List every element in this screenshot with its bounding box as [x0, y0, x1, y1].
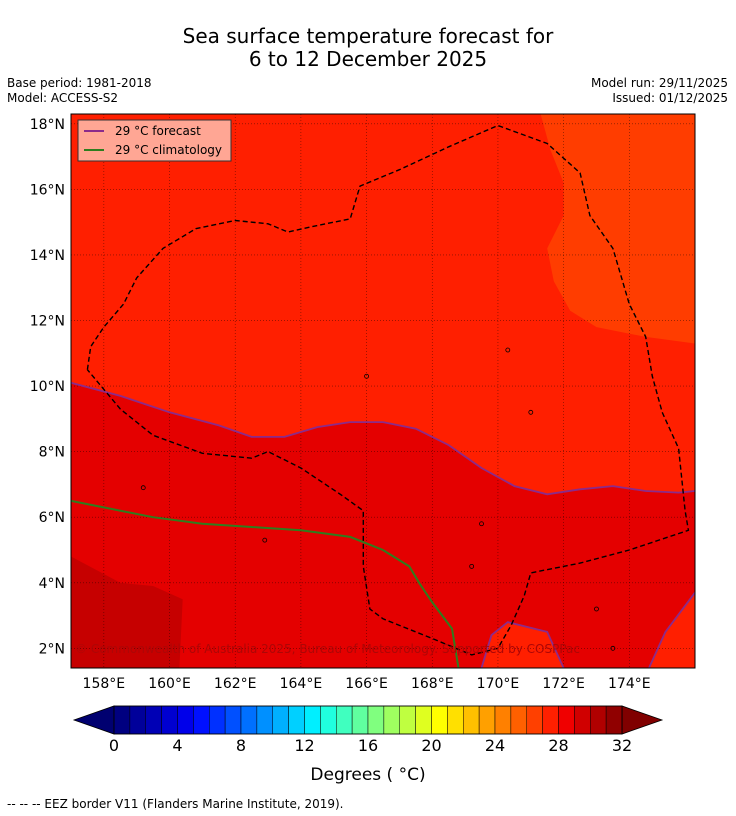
field-29-30-southeast: [649, 592, 695, 668]
eez-footnote: -- -- -- EEZ border V11 (Flanders Marine…: [7, 797, 344, 811]
island-marker: [469, 563, 475, 569]
island-marker: [479, 521, 484, 527]
x-tick-label: 174°E: [608, 676, 651, 692]
chart-title-line2: 6 to 12 December 2025: [248, 47, 488, 71]
colorbar-tick-label: 12: [294, 736, 314, 755]
colorbar-tick-label: 4: [172, 736, 182, 755]
colorbar-extend-high: [621, 705, 664, 735]
island-marker: [505, 347, 511, 353]
y-tick-label: 8°N: [39, 445, 65, 461]
base-period: Base period: 1981-2018: [7, 76, 152, 90]
colorbar-label: Degrees ( °C): [310, 765, 425, 785]
y-tick-label: 14°N: [30, 248, 65, 264]
colorbar-tick-label: 24: [485, 736, 505, 755]
colorbar-tick-label: 20: [421, 736, 441, 755]
colorbar-tick-label: 8: [236, 736, 246, 755]
colorbar-segment: [431, 705, 448, 735]
sst-map-chart: © Commonwealth of Australia 2025, Bureau…: [30, 113, 696, 785]
copyright-text: © Commonwealth of Australia 2025, Bureau…: [75, 642, 580, 656]
colorbar-segment: [463, 705, 480, 735]
colorbar: 0 4 8 12 16 20 24 28 32 Degrees ( °C): [72, 705, 664, 785]
map-fields: © Commonwealth of Australia 2025, Bureau…: [71, 114, 695, 668]
colorbar-segment: [240, 705, 258, 735]
forecast-29c-contour-south: [480, 621, 565, 668]
colorbar-segment: [351, 705, 369, 735]
colorbar-tick-label: 0: [109, 736, 119, 755]
legend-background: [77, 119, 232, 162]
island-marker: [364, 373, 369, 379]
island-marker: [262, 537, 268, 543]
legend-label: 29 °C forecast: [115, 124, 201, 138]
colorbar-segment: [494, 705, 512, 735]
forecast-29c-contour: [71, 381, 695, 496]
y-tick-label: 16°N: [30, 182, 65, 198]
island-marker: [610, 645, 616, 651]
meta-right: Model run: 29/11/2025 Issued: 01/12/2025: [591, 76, 728, 106]
colorbar-segment: [558, 705, 575, 735]
colorbar-segment: [526, 705, 543, 735]
colorbar-frame: [113, 705, 623, 735]
island-marker: [594, 606, 599, 612]
colorbar-segment: [288, 705, 305, 735]
forecast-29c-contour-southeast: [648, 592, 695, 668]
colorbar-segment: [510, 705, 527, 735]
colorbar-segment: [399, 705, 416, 735]
colorbar-segment: [177, 705, 194, 735]
x-tick-label: 168°E: [411, 676, 454, 692]
colorbar-segment: [161, 705, 178, 735]
model-run: Model run: 29/11/2025: [590, 76, 728, 90]
plot-frame: [70, 113, 696, 669]
colorbar-tick-label: 16: [358, 736, 378, 755]
y-tick-label: 4°N: [39, 576, 65, 592]
legend-box: 29 °C forecast 29 °C climatology: [77, 119, 232, 162]
colorbar-segment: [209, 705, 226, 735]
colorbar-segment: [447, 705, 464, 735]
colorbar-segment: [478, 705, 496, 735]
island-marker: [528, 409, 534, 415]
colorbar-segment: [129, 705, 146, 735]
colorbar-segment: [224, 705, 242, 735]
x-tick-label: 160°E: [148, 676, 191, 692]
colorbar-segment: [590, 705, 607, 735]
issued-date: Issued: 01/12/2025: [612, 91, 728, 105]
y-tick-label: 18°N: [30, 117, 65, 133]
x-tick-label: 162°E: [214, 676, 257, 692]
x-tick-label: 172°E: [542, 676, 585, 692]
colorbar-segment: [605, 705, 623, 735]
colorbar-segment: [193, 705, 210, 735]
colorbar-segment: [367, 705, 385, 735]
y-tick-label: 10°N: [30, 379, 65, 395]
colorbar-tick-label: 28: [548, 736, 568, 755]
meta-left: Base period: 1981-2018 Model: ACCESS-S2: [7, 76, 152, 106]
colorbar-segment: [113, 705, 131, 735]
colorbar-segment: [272, 705, 289, 735]
x-tick-label: 166°E: [345, 676, 388, 692]
y-tick-label: 12°N: [30, 314, 65, 330]
x-tick-label: 170°E: [477, 676, 520, 692]
colorbar-segment: [256, 705, 273, 735]
x-tick-label: 164°E: [280, 676, 323, 692]
climatology-29c-contour: [71, 499, 460, 668]
field-29-30-south: [481, 622, 564, 668]
colorbar-tick-label: 32: [612, 736, 632, 755]
colorbar-segment: [320, 705, 337, 735]
legend-label: 29 °C climatology: [115, 143, 222, 157]
colorbar-segment: [304, 705, 321, 735]
colorbar-segment: [145, 705, 162, 735]
y-tick-label: 6°N: [39, 510, 65, 526]
island-marker: [140, 485, 146, 491]
chart-title-line1: Sea surface temperature forecast for: [182, 24, 554, 48]
x-tick-label: 158°E: [83, 676, 126, 692]
colorbar-extend-low: [72, 705, 115, 735]
field-28-29: [540, 114, 695, 344]
colorbar-segment: [542, 705, 559, 735]
y-tick-label: 2°N: [39, 641, 65, 657]
field-30-31: [71, 382, 695, 668]
colorbar-segment: [336, 705, 353, 735]
colorbar-segment: [415, 705, 432, 735]
colorbar-segment: [574, 705, 591, 735]
colorbar-segment: [383, 705, 400, 735]
model-name: Model: ACCESS-S2: [7, 91, 119, 105]
field-31-32: [71, 556, 183, 668]
